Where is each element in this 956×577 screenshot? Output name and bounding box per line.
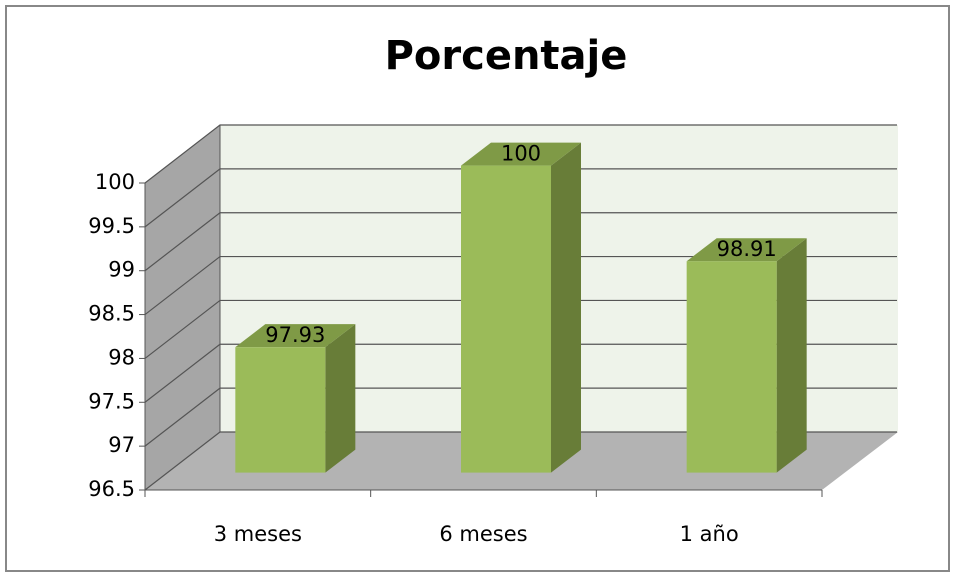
y-tick-label: 99 bbox=[108, 258, 135, 282]
bar-side bbox=[776, 238, 807, 473]
y-tick-label: 98 bbox=[108, 345, 135, 369]
x-tick-label: 6 meses bbox=[439, 522, 527, 546]
bar-top bbox=[235, 324, 356, 348]
bar-top bbox=[461, 142, 581, 166]
value-label: 100 bbox=[501, 142, 541, 166]
y-tick-label: 100 bbox=[95, 170, 135, 194]
grid bbox=[144, 124, 897, 497]
y-tick-label: 97 bbox=[108, 433, 135, 457]
y-tick-label: 96.5 bbox=[88, 477, 135, 501]
bar-side bbox=[325, 324, 356, 473]
bars bbox=[235, 142, 807, 473]
y-tick-label: 97.5 bbox=[88, 389, 135, 413]
bar bbox=[686, 261, 777, 473]
value-label: 97.93 bbox=[265, 323, 325, 347]
y-tick-label: 99.5 bbox=[88, 214, 135, 238]
bar bbox=[235, 347, 326, 473]
chart-title: Porcentaje bbox=[385, 33, 628, 79]
side-wall bbox=[145, 125, 220, 490]
x-tick-label: 1 año bbox=[680, 522, 739, 546]
x-tick-label: 3 meses bbox=[214, 522, 302, 546]
bar-side bbox=[551, 142, 581, 473]
value-label: 98.91 bbox=[717, 237, 777, 261]
y-tick-label: 98.5 bbox=[88, 302, 135, 326]
bar bbox=[461, 165, 551, 473]
bar-top bbox=[686, 238, 807, 262]
